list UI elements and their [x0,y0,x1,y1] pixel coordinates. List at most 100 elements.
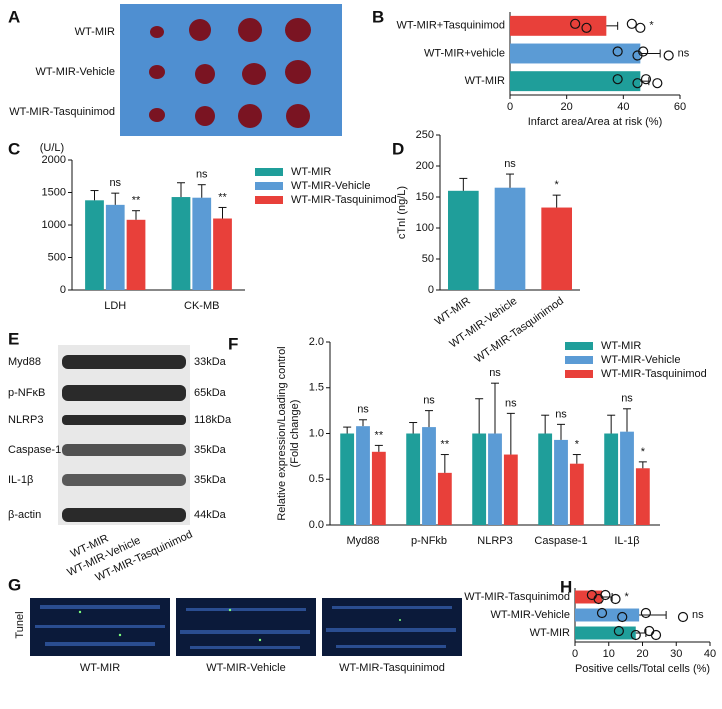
x-tick-label: 40 [704,648,716,660]
y-tick-label: WT-MIR+Tasquinimod [396,20,505,32]
x-tick-label: IL-1β [614,535,639,547]
y-tick-label: 2000 [42,154,66,166]
bar [575,626,636,640]
bar [371,451,386,525]
significance: ns [489,367,501,379]
panel-letter: B [372,7,384,26]
significance: ns [423,395,435,407]
bar [488,433,502,525]
panel-letter: D [392,139,404,158]
x-tick-label: 20 [636,648,648,660]
x-tick-label: 0 [507,101,513,113]
bar [569,463,584,525]
significance: ** [132,195,141,207]
bar [85,200,104,290]
data-point [650,629,662,641]
legend-swatch [255,168,283,176]
band-size: 33kDa [194,356,227,368]
y-tick-label: 0 [428,284,434,296]
band-label: Myd88 [8,356,41,368]
bar [192,197,212,290]
legend-label: WT-MIR-Vehicle [601,354,680,366]
band-size: 35kDa [194,474,227,486]
data-point [610,593,621,605]
x-tick-label: NLRP3 [477,535,512,547]
stain-label: Tunel [14,611,26,638]
data-point [640,74,652,85]
bar [213,218,232,290]
legend-swatch [565,370,593,378]
panel-letter: A [8,7,20,26]
data-point [581,22,592,33]
y-tick-label: 0 [60,284,66,296]
significance: * [641,446,646,458]
band-size: 65kDa [194,387,227,399]
data-point [630,629,641,641]
heart-slices [120,4,342,136]
x-tick-label: 0 [572,648,578,660]
image-caption: WT-MIR [80,662,120,674]
band-size: 35kDa [194,444,227,456]
band-size: 44kDa [194,509,227,521]
bar [538,433,553,525]
legend-label: WT-MIR [291,166,331,178]
band-label: p-NFκB [8,387,45,399]
data-point [632,78,643,89]
x-axis-label: Infarct area/Area at risk (%) [528,116,663,128]
significance: * [555,179,560,191]
bar [340,433,355,525]
x-tick-label: WT-MIR-Tasquinimod [473,295,567,365]
x-tick-label: 30 [670,648,682,660]
significance: ** [218,191,227,203]
y-axis-label: (Fold change) [289,400,301,468]
y-tick-label: 0.0 [309,519,324,531]
legend-swatch [565,356,593,364]
bar [604,433,619,525]
significance: ns [504,158,516,170]
y-tick-label: 500 [48,251,66,263]
microscopy [30,598,462,656]
bar [171,197,191,290]
legend-swatch [255,182,283,190]
x-tick-label: WT-MIR [433,295,473,328]
row-label: WT-MIR-Vehicle [36,66,115,78]
row-label: WT-MIR-Tasquinimod [9,106,115,118]
band-label: Caspase-1 [8,444,61,456]
bar [472,433,487,525]
x-tick-label: 40 [617,101,629,113]
y-tick-label: 1500 [42,186,66,198]
western-blot [58,345,190,525]
x-axis-label: Positive cells/Total cells (%) [575,663,710,675]
legend-label: WT-MIR [601,340,641,352]
significance: ns [692,609,704,621]
y-tick-label: WT-MIR+vehicle [424,47,505,59]
legend-label: WT-MIR-Vehicle [291,180,370,192]
bar [448,190,479,290]
y-tick-label: WT-MIR [465,75,505,87]
data-point [596,607,608,619]
bar [510,15,607,36]
significance: * [575,438,580,450]
x-tick-label: 60 [674,101,686,113]
x-tick-label: 10 [603,648,615,660]
panel-letter: G [8,575,21,594]
data-point [640,607,651,619]
y-tick-label: 250 [416,129,434,141]
y-tick-label: WT-MIR [530,627,570,639]
significance: ns [109,177,121,189]
bar [126,219,146,290]
y-tick-label: 150 [416,191,434,203]
image-caption: WT-MIR-Vehicle [206,662,285,674]
x-tick-label: CK-MB [184,300,219,312]
data-point [612,46,623,57]
data-point [626,18,637,29]
panel-letter: H [560,577,572,596]
y-tick-label: 0.5 [309,473,324,485]
data-point [663,50,674,61]
significance: * [649,20,654,32]
x-tick-label: Caspase-1 [534,535,587,547]
x-tick-label: p-NFkb [411,535,447,547]
y-tick-label: 1.5 [309,382,324,394]
significance: ns [357,404,369,416]
